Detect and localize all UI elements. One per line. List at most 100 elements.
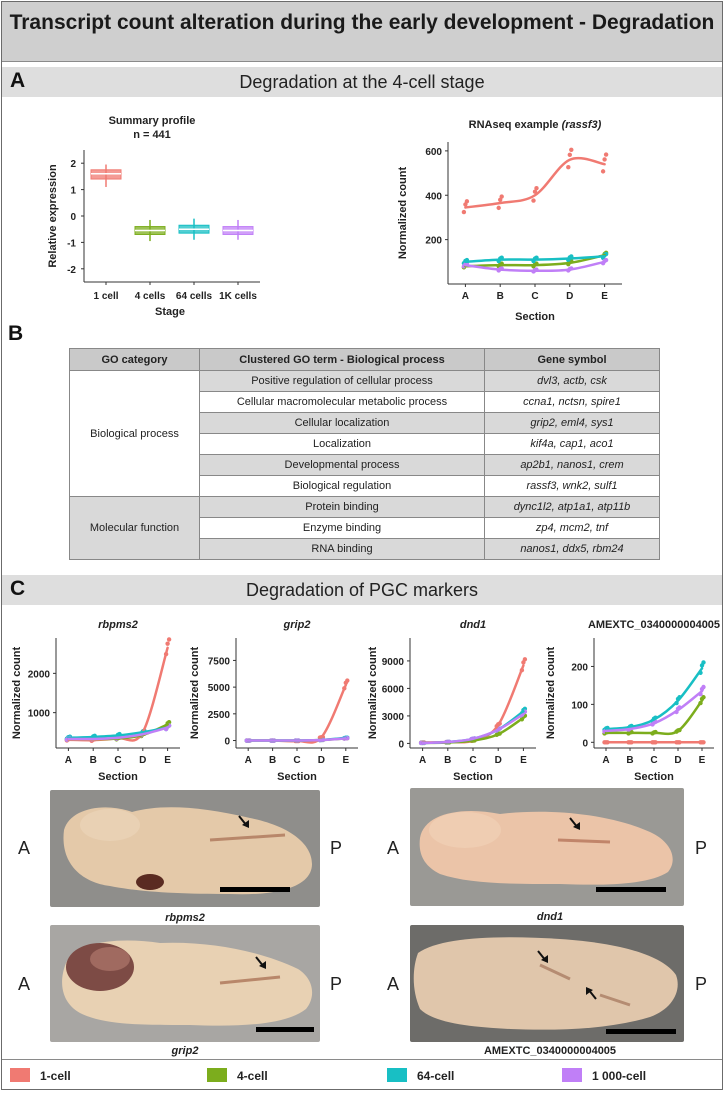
y-tick-label: 5000	[208, 683, 231, 694]
y-tick-label: 3000	[382, 712, 405, 723]
y-tick-label: 0	[582, 738, 588, 749]
y-tick-label: 100	[571, 700, 588, 711]
go-term: Cellular macromolecular metabolic proces…	[199, 391, 485, 413]
legend: 1-cell 4-cell 64-cell 1 000-cell	[2, 1059, 722, 1090]
category-biological-process: Biological process	[69, 370, 200, 497]
table-row: Developmental process ap2b1, nanos1, cre…	[70, 454, 660, 476]
photo-caption: grip2	[171, 1045, 199, 1057]
legend-swatch	[10, 1068, 30, 1082]
rnaseq-example-chart: RNAseq example (rassf3) 600 400 200 Normaliz…	[397, 119, 622, 323]
y-tick-label: -1	[67, 238, 76, 249]
posterior-label: P	[330, 838, 343, 858]
header-go-term: Clustered GO term - Biological process	[199, 348, 485, 371]
go-term: Positive regulation of cellular process	[199, 370, 485, 392]
anterior-label: A	[18, 974, 31, 994]
series-line	[604, 699, 704, 736]
chart-title: dnd1	[460, 619, 486, 631]
data-point	[532, 189, 538, 194]
data-point	[464, 199, 470, 204]
legend-label: 4-cell	[237, 1069, 268, 1083]
posterior-label: P	[695, 838, 708, 858]
data-point	[701, 660, 706, 665]
y-tick-label: 0	[398, 739, 404, 750]
x-tick-label: D	[139, 755, 146, 766]
data-point	[603, 152, 609, 157]
legend-swatch	[207, 1068, 227, 1082]
data-point	[567, 152, 572, 157]
y-tick-label: 0	[224, 737, 230, 748]
gene-symbols: zp4, mcm2, tnf	[484, 517, 660, 539]
x-tick-label: C	[531, 291, 538, 302]
section-c-letter: C	[10, 577, 26, 600]
x-axis-label: Stage	[155, 306, 185, 318]
y-tick-label: 6000	[382, 684, 405, 695]
table-row: Localization kif4a, cap1, aco1	[70, 433, 660, 455]
x-tick-label: D	[674, 755, 681, 766]
gene-symbols: ccna1, nctsn, spire1	[484, 391, 660, 413]
x-tick-label: B	[90, 755, 97, 766]
x-tick-label: D	[566, 291, 573, 302]
section-a-title: Degradation at the 4-cell stage	[239, 72, 485, 92]
chart-title: grip2	[283, 619, 311, 631]
data-point	[165, 641, 170, 646]
y-tick-label: 9000	[382, 657, 405, 668]
x-axis-label: Section	[515, 311, 555, 323]
legend-label: 1 000-cell	[592, 1069, 647, 1083]
section-c-header: C Degradation of PGC markers	[2, 575, 722, 605]
go-term: Localization	[199, 433, 485, 455]
x-tick-label: A	[245, 755, 252, 766]
table-row: Biological process Positive regulation o…	[69, 370, 660, 497]
legend-label: 64-cell	[417, 1069, 455, 1083]
x-axis-label: Section	[98, 771, 138, 782]
x-tick-label: C	[114, 755, 121, 766]
gene-symbols: ap2b1, nanos1, crem	[484, 454, 660, 476]
posterior-label: P	[330, 974, 343, 994]
y-tick-label: 200	[425, 236, 442, 247]
title-bar: Transcript count alteration during the e…	[2, 2, 722, 62]
x-tick-label: 4 cells	[135, 291, 166, 302]
table-row: Enzyme binding zp4, mcm2, tnf	[70, 517, 660, 539]
x-tick-label: D	[495, 755, 502, 766]
x-tick-label: E	[699, 755, 706, 766]
embryo-photo-amextc	[410, 925, 684, 1042]
section-a-header: A Degradation at the 4-cell stage	[2, 67, 722, 97]
category-molecular-function: Molecular function	[69, 496, 200, 560]
x-tick-label: B	[269, 755, 276, 766]
series-line	[604, 689, 704, 733]
section-a-letter: A	[10, 69, 26, 92]
data-point	[701, 684, 706, 690]
series-line	[67, 726, 169, 740]
x-tick-label: E	[342, 755, 349, 766]
x-tick-label: 1 cell	[93, 291, 118, 302]
gene-symbols: dync1l2, atp1a1, atp11b	[484, 496, 660, 518]
x-tick-label: E	[164, 755, 171, 766]
data-point	[496, 205, 501, 211]
x-tick-label: C	[650, 755, 657, 766]
x-axis-label: Section	[634, 771, 674, 782]
x-tick-label: B	[626, 755, 633, 766]
chart-title-text: RNAseq example	[469, 119, 562, 131]
chart-title: RNAseq example (rassf3)	[469, 119, 602, 131]
x-axis-label: Section	[277, 771, 317, 782]
y-tick-label: 200	[571, 662, 588, 673]
chart-title: AMEXTC_0340000004005	[588, 619, 720, 631]
data-point	[531, 198, 536, 203]
summary-profile-chart: Summary profile n = 441 2 1 0 -1 -2 Relative ex…	[47, 115, 260, 318]
series-line	[464, 255, 606, 264]
figure-title: Transcript count alteration during the e…	[9, 11, 715, 34]
x-tick-label: C	[293, 755, 300, 766]
series-line	[246, 683, 348, 744]
anterior-label: A	[387, 838, 400, 858]
y-tick-label: 7500	[208, 656, 231, 667]
series-line	[67, 646, 169, 742]
y-tick-label: 1000	[28, 709, 51, 720]
y-axis-label: Normalized count	[367, 647, 379, 740]
gene-symbols: nanos1, ddx5, rbm24	[484, 538, 660, 560]
data-point	[461, 209, 467, 215]
legend-swatch	[387, 1068, 407, 1082]
go-term: Protein binding	[199, 496, 485, 518]
series-line	[464, 156, 606, 209]
posterior-label: P	[695, 974, 708, 994]
data-point	[534, 185, 539, 191]
x-tick-label: D	[318, 755, 325, 766]
